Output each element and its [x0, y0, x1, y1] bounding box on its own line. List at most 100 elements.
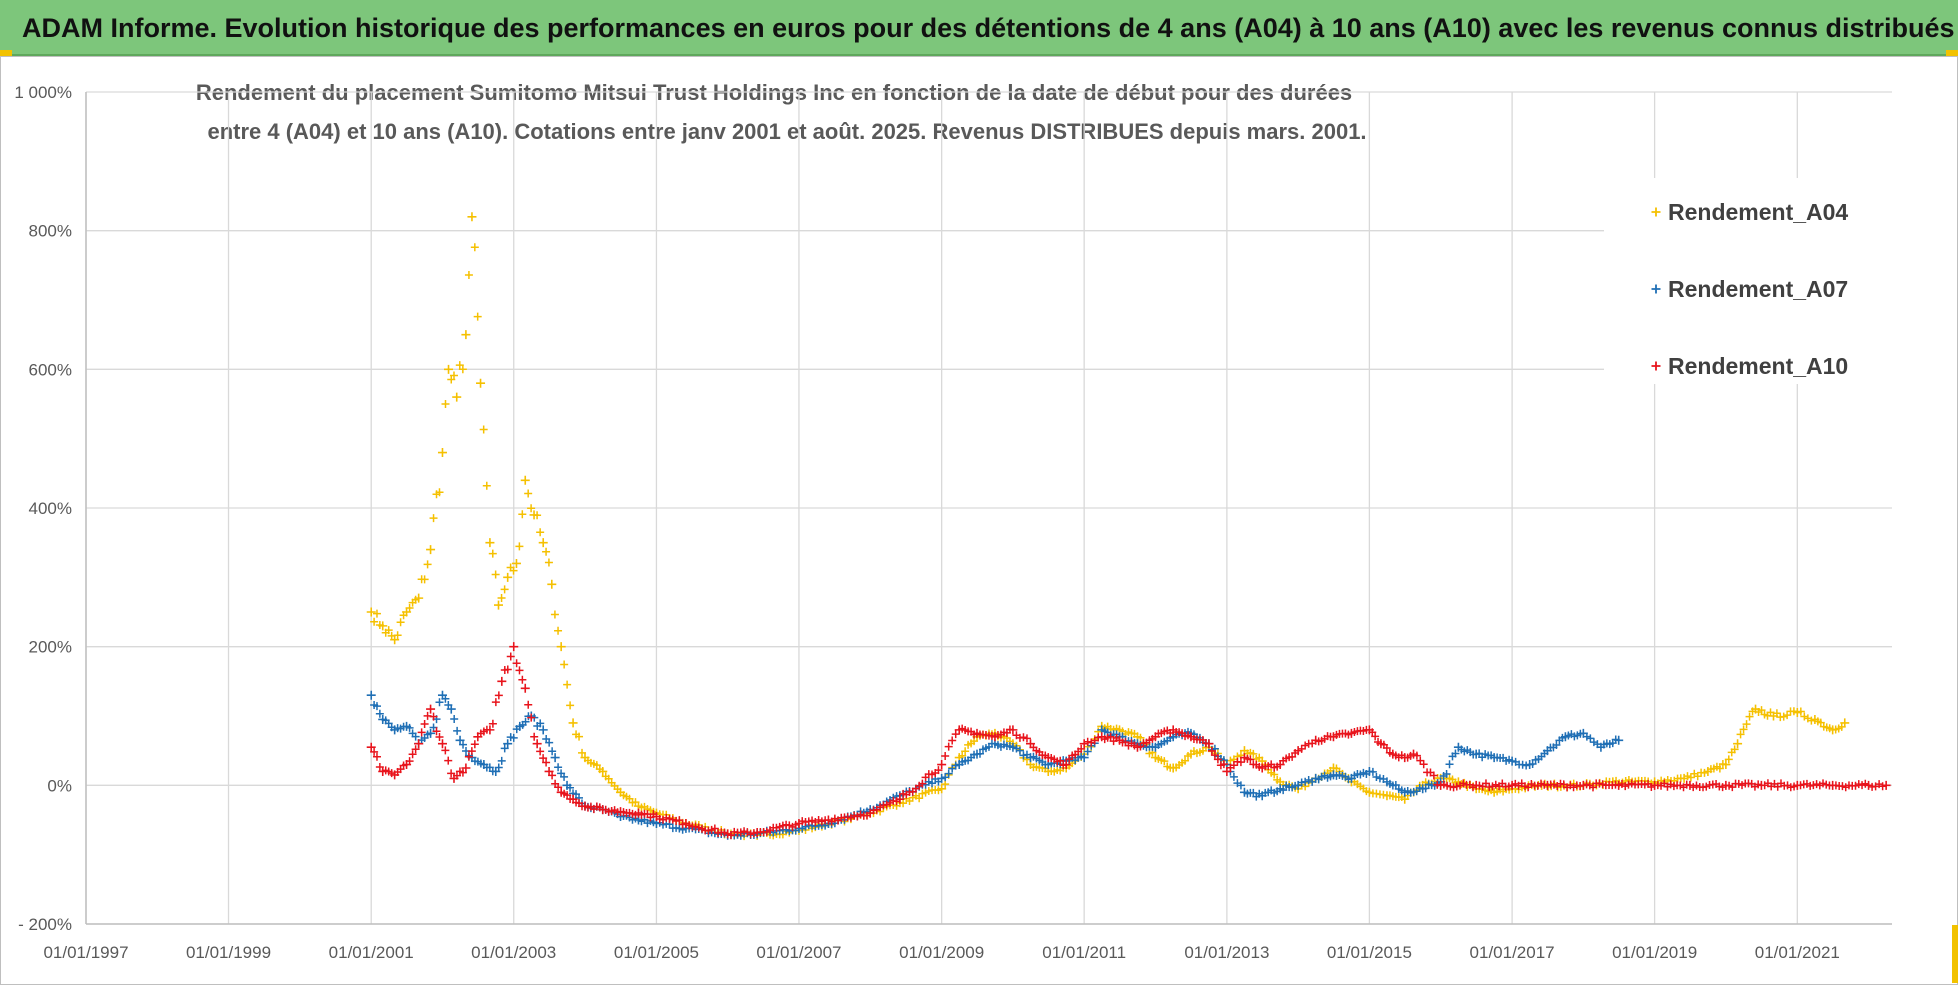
data-point: [417, 728, 426, 737]
data-point: [530, 732, 539, 741]
data-point: [1015, 746, 1024, 755]
data-point: [941, 780, 950, 789]
data-point: [441, 400, 450, 409]
data-point: [937, 760, 947, 770]
data-point: [1022, 750, 1031, 759]
data-point: [1504, 782, 1513, 791]
data-point: [370, 747, 379, 756]
data-point: [1249, 749, 1258, 758]
data-point: [1297, 778, 1306, 787]
data-point: [1148, 742, 1157, 751]
data-point: [1255, 789, 1264, 798]
data-point: [678, 820, 687, 829]
data-point: [467, 747, 476, 756]
data-point: [1083, 747, 1092, 756]
data-point: [578, 748, 587, 757]
data-point: [446, 704, 456, 714]
legend-label: Rendement_A07: [1668, 276, 1848, 302]
data-point: [961, 747, 970, 756]
axis-layer: - 200% 0% 200% 400% 600% 800% 1 000% 01/01/1997…: [14, 83, 1892, 962]
data-point: [554, 626, 563, 635]
data-point: [1344, 775, 1353, 784]
data-point: [547, 579, 557, 589]
data-point: [521, 717, 530, 726]
corner-accent-top-left: [0, 50, 12, 56]
data-point: [1576, 729, 1585, 738]
data-point: [485, 538, 495, 548]
report-banner-title: ADAM Informe. Evolution historique des p…: [22, 13, 1955, 43]
data-point: [452, 392, 462, 402]
data-point: [408, 750, 417, 759]
corner-accent-bottom-right: [1952, 925, 1958, 983]
data-point: [1718, 759, 1727, 768]
x-tick-label: 01/01/2007: [756, 943, 841, 962]
data-point: [473, 312, 482, 321]
data-point: [399, 611, 408, 620]
data-point: [1112, 733, 1121, 742]
data-point: [554, 763, 563, 772]
data-point: [444, 756, 453, 765]
data-point: [518, 510, 527, 519]
data-point: [426, 704, 436, 714]
data-point: [1374, 738, 1383, 747]
data-point: [1825, 724, 1834, 733]
data-point: [1552, 741, 1561, 750]
data-point: [568, 718, 578, 728]
data-point: [375, 709, 384, 718]
data-point: [497, 676, 507, 686]
data-point: [452, 771, 461, 780]
data-point: [450, 715, 459, 724]
data-point: [542, 547, 551, 556]
data-point: [1611, 735, 1620, 744]
data-point: [461, 763, 471, 773]
data-point: [423, 560, 432, 569]
data-point: [1326, 732, 1335, 741]
data-point: [918, 779, 927, 788]
chart-title-line-2: entre 4 (A04) et 10 ans (A10). Cotations…: [207, 119, 1367, 144]
data-point: [1487, 751, 1496, 760]
data-point: [545, 738, 554, 747]
data-point: [1273, 775, 1282, 784]
x-tick-label: 01/01/2015: [1327, 943, 1412, 962]
data-point: [494, 600, 504, 610]
data-point: [1800, 712, 1809, 721]
data-point: [1229, 761, 1238, 770]
data-point: [515, 542, 524, 551]
data-point: [470, 243, 479, 252]
data-point: [372, 702, 381, 711]
data-point: [491, 698, 500, 707]
data-point: [941, 773, 950, 782]
data-point: [595, 765, 604, 774]
data-point: [503, 665, 512, 674]
data-point: [444, 700, 453, 709]
data-point: [1291, 748, 1300, 757]
data-point: [791, 820, 800, 829]
data-point: [1229, 772, 1238, 781]
data-point: [372, 752, 381, 761]
data-point: [1130, 729, 1139, 738]
data-point: [550, 610, 559, 619]
data-point: [1700, 768, 1709, 777]
data-point: [533, 511, 542, 520]
corner-accent-top-right: [1946, 50, 1958, 56]
data-point: [934, 786, 943, 795]
data-point: [1379, 774, 1388, 783]
data-point: [1304, 775, 1313, 784]
data-point: [1419, 760, 1428, 769]
data-point: [459, 740, 468, 749]
data-point: [455, 361, 464, 370]
data-point: [423, 711, 432, 720]
data-point: [560, 660, 569, 669]
data-point: [1166, 728, 1175, 737]
data-point: [1184, 731, 1192, 740]
data-point: [1757, 706, 1766, 715]
data-point: [464, 752, 473, 761]
data-point: [1445, 760, 1454, 769]
data-point: [515, 666, 524, 675]
data-point: [544, 558, 553, 567]
data-point: [550, 753, 560, 763]
data-point: [1005, 742, 1014, 751]
data-point: [1397, 793, 1406, 802]
data-point: [511, 558, 521, 568]
data-point: [538, 725, 548, 735]
